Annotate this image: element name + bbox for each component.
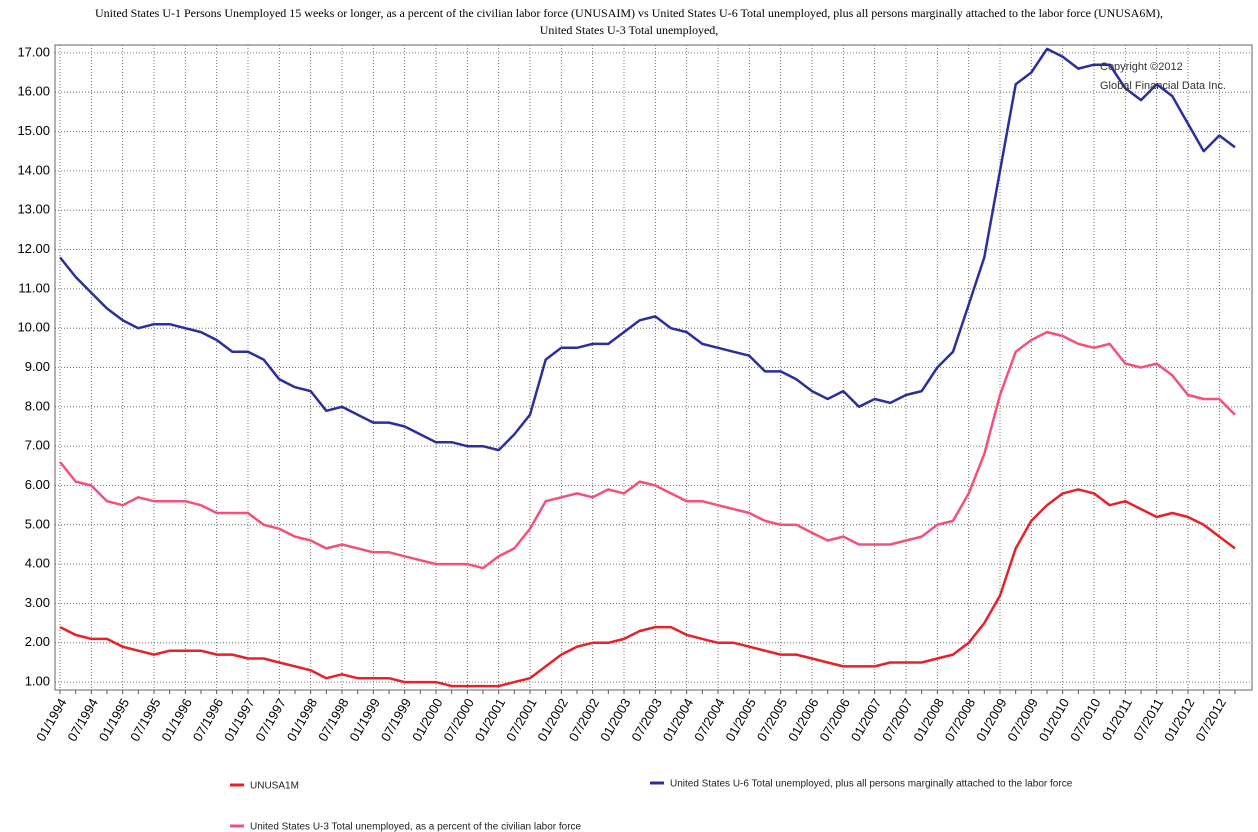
y-tick-label: 17.00 xyxy=(17,44,50,59)
legend-label: United States U-3 Total unemployed, as a… xyxy=(250,822,582,832)
series-line xyxy=(59,330,1236,570)
y-tick-label: 16.00 xyxy=(17,84,50,99)
y-tick-label: 9.00 xyxy=(25,359,50,374)
y-tick-label: 14.00 xyxy=(17,162,50,177)
y-tick-label: 12.00 xyxy=(17,241,50,256)
annotation: Global Financial Data Inc. xyxy=(1100,80,1226,92)
legend-label: UNUSA1M xyxy=(250,781,299,792)
series-line xyxy=(59,488,1236,688)
x-tick-label: 07/2010 xyxy=(1067,696,1103,744)
y-tick-label: 13.00 xyxy=(17,202,50,217)
x-tick-label: 07/2012 xyxy=(1192,696,1228,744)
annotation: Copyright ©2012 xyxy=(1100,61,1183,73)
y-tick-label: 5.00 xyxy=(25,516,50,531)
y-tick-label: 11.00 xyxy=(18,280,50,295)
series-line xyxy=(59,47,1236,452)
chart-title: United States U-3 Total unemployed, xyxy=(540,23,719,37)
y-tick-label: 1.00 xyxy=(25,674,50,689)
y-tick-label: 10.00 xyxy=(17,320,50,335)
y-tick-label: 7.00 xyxy=(25,438,50,453)
chart-title: United States U-1 Persons Unemployed 15 … xyxy=(95,6,1163,20)
y-tick-label: 6.00 xyxy=(25,477,50,492)
y-tick-label: 8.00 xyxy=(25,398,50,413)
y-tick-label: 3.00 xyxy=(25,595,50,610)
y-tick-label: 4.00 xyxy=(25,556,50,571)
y-tick-label: 15.00 xyxy=(17,123,50,138)
y-tick-label: 2.00 xyxy=(25,634,50,649)
legend-label: United States U-6 Total unemployed, plus… xyxy=(670,779,1073,790)
